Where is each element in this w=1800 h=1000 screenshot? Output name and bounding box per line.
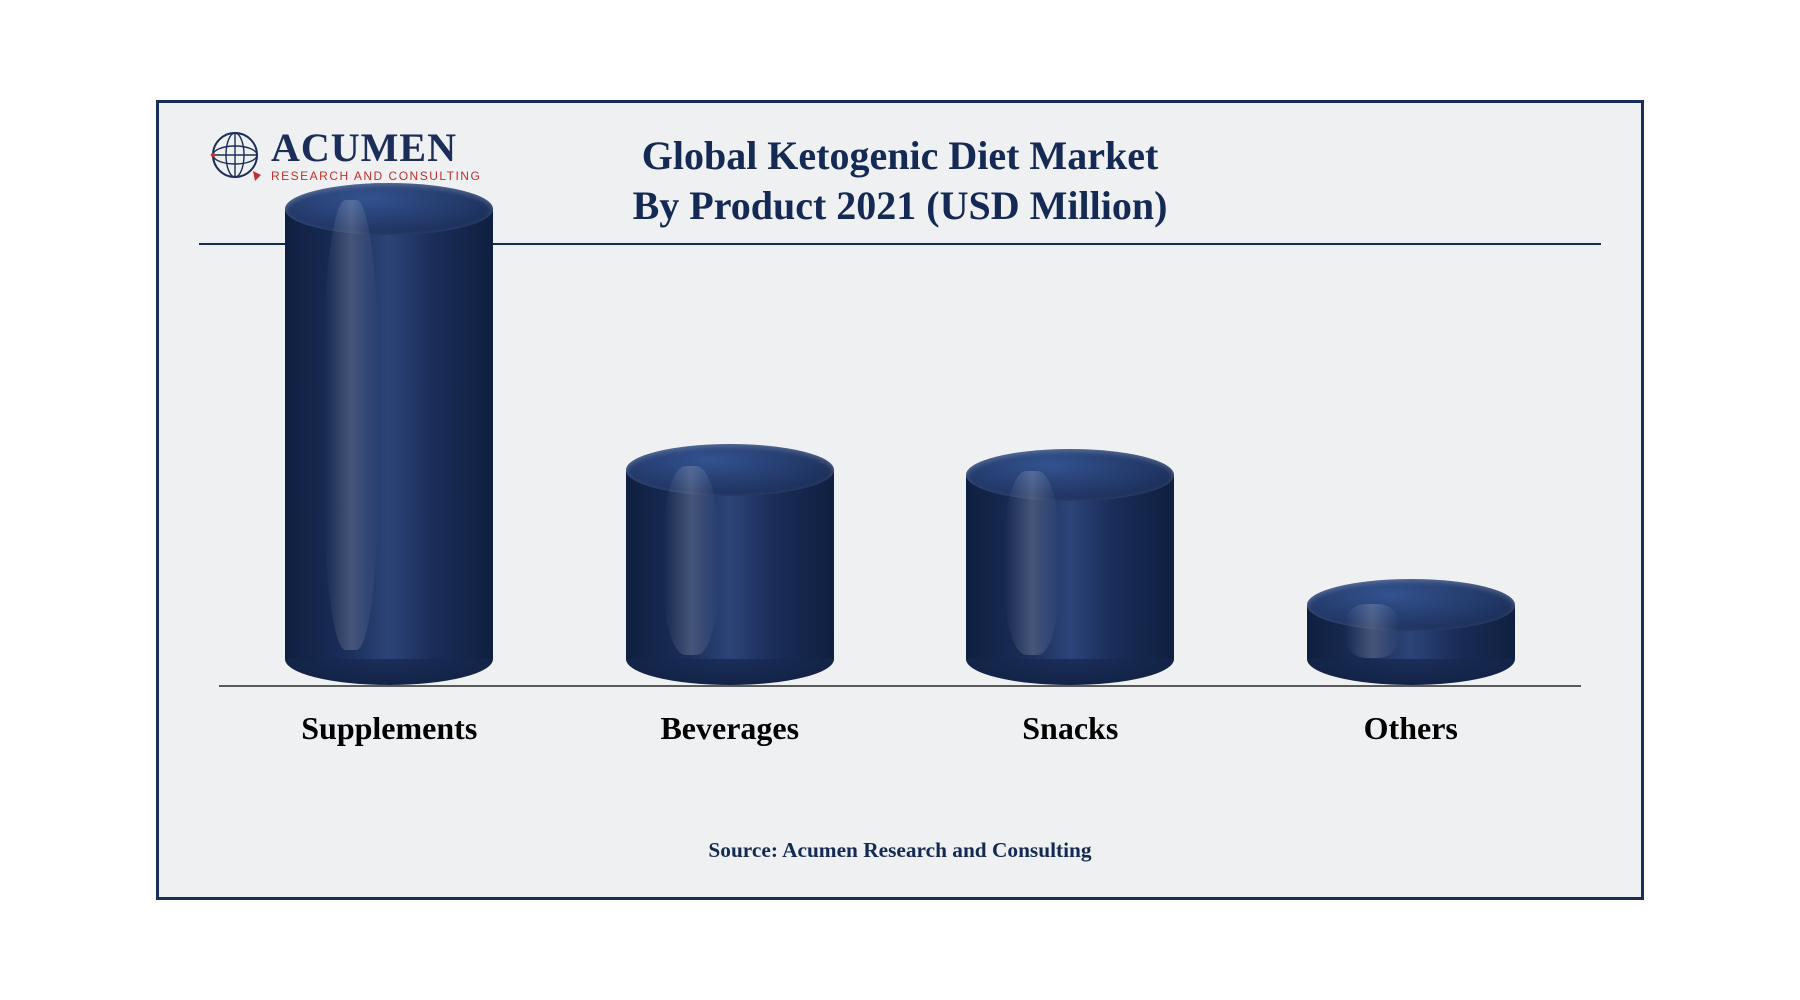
category-label: Snacks [936,710,1204,747]
cylinder-bar [966,475,1174,660]
bar-column [626,470,834,687]
x-axis [219,685,1581,687]
source-text: Source: Acumen Research and Consulting [708,838,1091,862]
bar-column [285,209,493,687]
bar-group [219,323,1581,687]
chart-frame: ACUMEN RESEARCH AND CONSULTING Global Ke… [156,100,1644,900]
cylinder-bar [626,470,834,659]
source-attribution: Source: Acumen Research and Consulting [159,838,1641,863]
title-line-1: Global Ketogenic Diet Market [159,131,1641,181]
category-labels: Supplements Beverages Snacks Others [219,710,1581,747]
chart-area: Supplements Beverages Snacks Others [219,323,1581,747]
cylinder-bar [285,209,493,659]
category-label: Others [1277,710,1545,747]
category-label: Beverages [596,710,864,747]
bar-column [966,475,1174,688]
bar-column [1307,605,1515,687]
cylinder-bar [1307,605,1515,659]
category-label: Supplements [255,710,523,747]
